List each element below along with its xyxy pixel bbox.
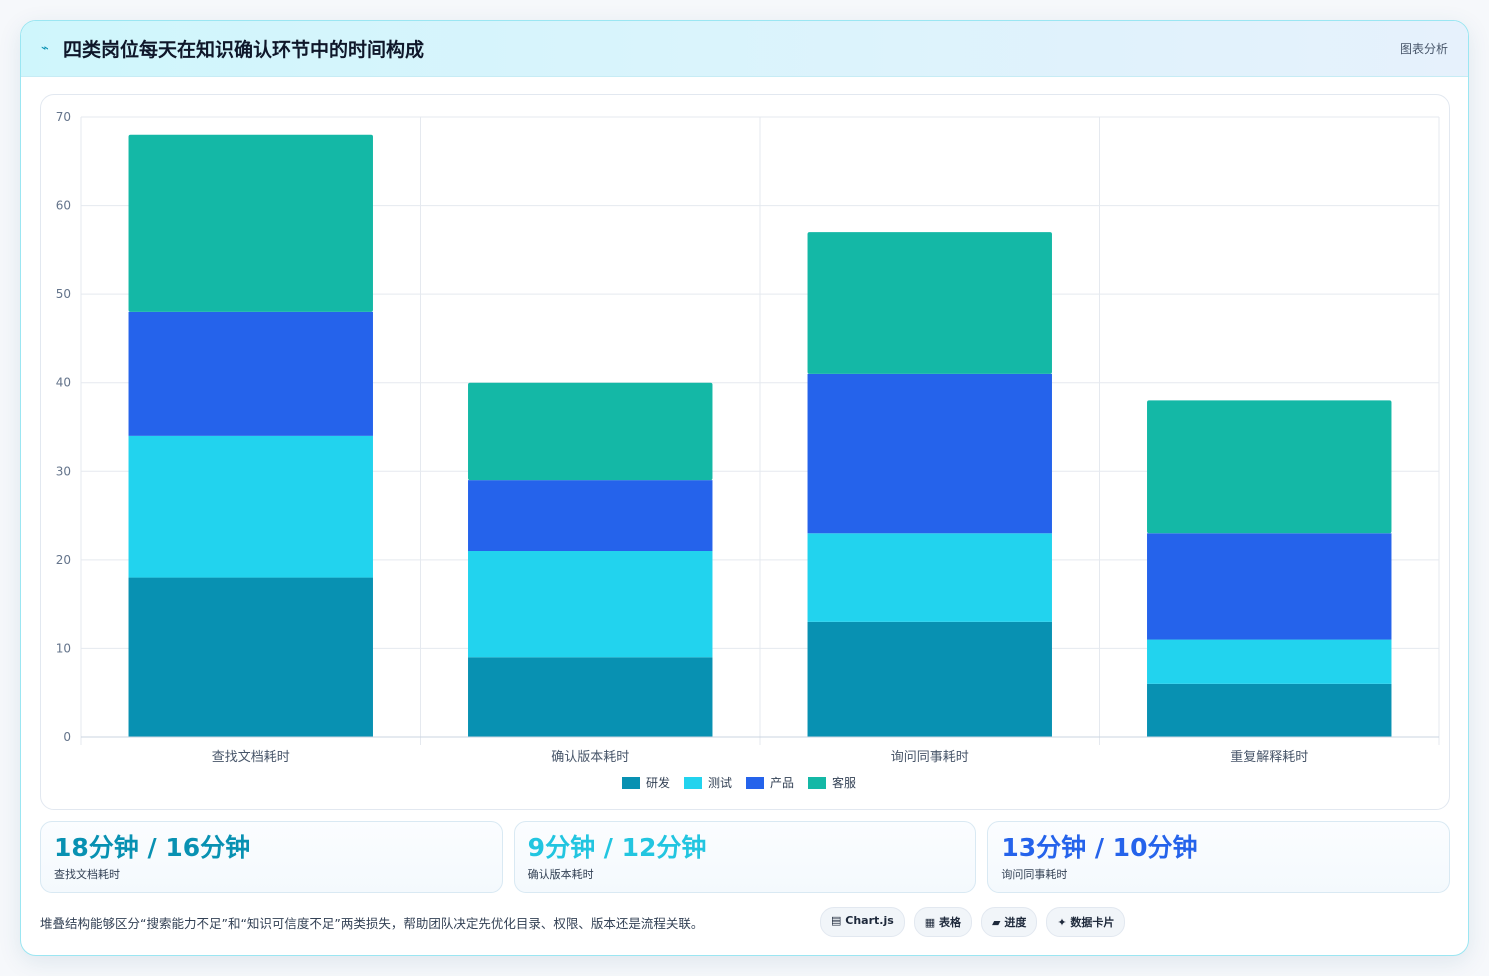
stat-label: 确认版本耗时 bbox=[527, 868, 594, 881]
bar-segment bbox=[807, 232, 1052, 374]
stat-card: 18分钟 / 16分钟 查找文档耗时 bbox=[40, 821, 503, 893]
bar-segment bbox=[807, 373, 1052, 534]
chip-data-cards[interactable]: ✦ 数据卡片 bbox=[1046, 907, 1126, 937]
x-tick-label: 确认版本耗时 bbox=[551, 750, 629, 765]
stat-value: 13分钟 / 10分钟 bbox=[1001, 833, 1198, 862]
chart-card: ⌁ 四类岗位每天在知识确认环节中的时间构成 图表分析 0 10 20 30 40 50 60… bbox=[20, 20, 1469, 956]
bar-segment bbox=[1147, 683, 1392, 737]
bar-segment bbox=[468, 657, 713, 737]
bar-segment bbox=[128, 134, 373, 312]
chip-label: 数据卡片 bbox=[1070, 916, 1115, 929]
x-tick-label: 查找文档耗时 bbox=[212, 750, 290, 765]
chip-list: ▤ Chart.js ▦ 表格 ▰ 进度 ✦ 数据卡片 bbox=[820, 907, 1126, 937]
chip-label: Chart.js bbox=[845, 914, 894, 927]
footer-note: 堆叠结构能够区分“搜索能力不足”和“知识可信度不足”两类损失，帮助团队决定先优化… bbox=[40, 915, 704, 931]
y-tick-label: 70 bbox=[56, 110, 71, 124]
stat-cards: 18分钟 / 16分钟 查找文档耗时 9分钟 / 12分钟 确认版本耗时 13分… bbox=[40, 821, 1451, 893]
x-tick-label: 询问同事耗时 bbox=[891, 750, 969, 765]
bar-segment bbox=[468, 480, 713, 551]
chip-chartjs[interactable]: ▤ Chart.js bbox=[820, 907, 905, 937]
chip-table[interactable]: ▦ 表格 bbox=[913, 907, 973, 937]
legend-label: 客服 bbox=[832, 775, 856, 790]
stat-value: 18分钟 / 16分钟 bbox=[54, 833, 251, 862]
legend-swatch bbox=[684, 777, 702, 789]
bar-segment bbox=[1147, 400, 1392, 534]
bar-segment bbox=[1147, 639, 1392, 684]
bar-segment bbox=[468, 551, 713, 658]
stat-label: 查找文档耗时 bbox=[54, 868, 120, 881]
bar-segment bbox=[807, 533, 1052, 622]
legend-swatch bbox=[746, 777, 764, 789]
legend-label: 产品 bbox=[770, 776, 794, 790]
y-tick-label: 60 bbox=[56, 199, 71, 213]
wave-icon: ⌁ bbox=[41, 41, 49, 56]
progress-icon: ▰ bbox=[992, 916, 1001, 929]
y-tick-label: 20 bbox=[56, 553, 71, 567]
card-footer: 堆叠结构能够区分“搜索能力不足”和“知识可信度不足”两类损失，帮助团队决定先优化… bbox=[40, 905, 1450, 939]
bar-segment bbox=[468, 382, 713, 481]
bar-segment bbox=[807, 621, 1052, 737]
y-tick-label: 0 bbox=[63, 730, 71, 744]
legend-swatch bbox=[808, 777, 826, 789]
y-tick-label: 30 bbox=[56, 464, 71, 478]
legend-label: 测试 bbox=[708, 775, 732, 790]
bar-segment bbox=[128, 577, 373, 737]
bar-segment bbox=[1147, 533, 1392, 640]
bar-segment bbox=[128, 435, 373, 578]
y-tick-label: 10 bbox=[56, 641, 71, 655]
x-tick-label: 重复解释耗时 bbox=[1230, 749, 1308, 765]
card-header: ⌁ 四类岗位每天在知识确认环节中的时间构成 图表分析 bbox=[21, 21, 1468, 77]
chip-label: 进度 bbox=[1004, 916, 1027, 929]
legend-swatch bbox=[622, 777, 640, 789]
chart-icon: ▤ bbox=[831, 914, 842, 927]
bar-segment bbox=[128, 311, 373, 436]
stat-card: 13分钟 / 10分钟 询问同事耗时 bbox=[987, 821, 1451, 893]
legend-label: 研发 bbox=[646, 775, 670, 790]
y-tick-label: 50 bbox=[56, 287, 71, 301]
stat-value: 9分钟 / 12分钟 bbox=[527, 833, 707, 862]
chip-label: 表格 bbox=[939, 916, 962, 929]
chip-progress[interactable]: ▰ 进度 bbox=[981, 907, 1038, 937]
chart-title: 四类岗位每天在知识确认环节中的时间构成 bbox=[63, 39, 425, 61]
header-tag: 图表分析 bbox=[1399, 42, 1448, 56]
y-tick-label: 40 bbox=[56, 376, 71, 390]
sparkle-icon: ✦ bbox=[1057, 916, 1067, 929]
table-icon: ▦ bbox=[924, 916, 936, 929]
stat-card: 9分钟 / 12分钟 确认版本耗时 bbox=[513, 821, 977, 893]
chart-area: 0 10 20 30 40 50 60 70 查找文档耗时 确认版本耗时 询问同事耗时 重复解释耗时 … bbox=[40, 94, 1450, 810]
stat-label: 询问同事耗时 bbox=[1001, 868, 1068, 881]
